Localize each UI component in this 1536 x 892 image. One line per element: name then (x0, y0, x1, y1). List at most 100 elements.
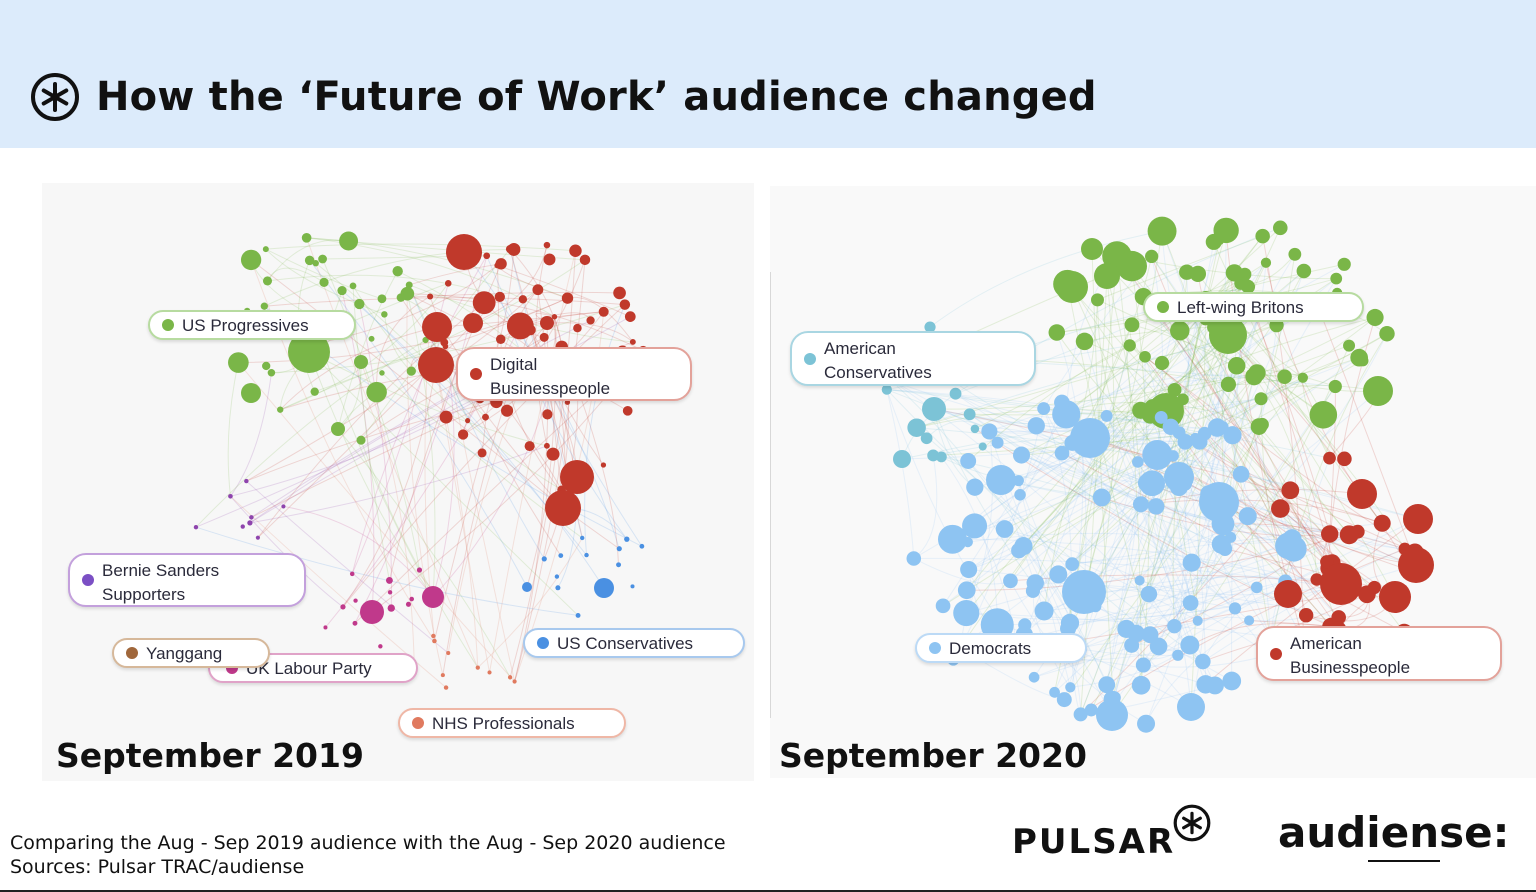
network-edge (1204, 433, 1340, 618)
network-edge (1083, 534, 1350, 593)
network-edge (913, 455, 938, 559)
network-node (396, 293, 406, 302)
header-banner: How the ‘Future of Work’ audience change… (0, 0, 1536, 148)
network-node (524, 441, 535, 452)
network-edge (1190, 493, 1210, 708)
network-edge (1066, 283, 1151, 635)
network-edge (1158, 278, 1337, 647)
network-node (1084, 703, 1098, 717)
network-edge (1034, 409, 1141, 584)
network-node (349, 282, 357, 290)
network-edge (886, 389, 915, 559)
network-edge (306, 237, 568, 299)
network-edge (1080, 275, 1108, 715)
network-edge (1149, 616, 1250, 636)
network-node (1220, 376, 1237, 393)
network-node (1131, 675, 1151, 695)
network-edge (1161, 231, 1224, 427)
network-node (501, 404, 514, 417)
network-node (995, 520, 1014, 538)
network-node (543, 442, 550, 449)
network-node (368, 335, 375, 342)
network-edge (376, 296, 431, 393)
network-node (907, 418, 926, 437)
network-edge (230, 495, 447, 688)
network-edge (1079, 548, 1294, 650)
network-node (337, 285, 347, 296)
cluster-label-text: US Progressives (182, 316, 309, 335)
network-node (616, 546, 622, 552)
network-node (1330, 272, 1343, 285)
network-node (409, 596, 415, 602)
network-node (1192, 615, 1203, 626)
network-node (1098, 676, 1116, 694)
network-edge (257, 296, 501, 539)
network-node (1323, 451, 1336, 465)
network-node (936, 451, 947, 463)
network-edge (1129, 345, 1281, 509)
page-title: How the ‘Future of Work’ audience change… (96, 74, 1097, 120)
network-node (1403, 504, 1433, 534)
network-node (1197, 426, 1212, 441)
network-node (406, 366, 416, 376)
network-edge (974, 427, 1073, 444)
network-edge (1143, 518, 1419, 666)
network-node (539, 332, 549, 342)
cluster-label-us-conservatives: US Conservatives (523, 628, 745, 658)
network-node (331, 422, 345, 436)
network-node (444, 280, 452, 287)
network-edge (941, 456, 1222, 545)
network-edge (257, 302, 485, 538)
network-node (881, 384, 892, 395)
network-edge (308, 351, 548, 447)
network-edge (966, 509, 1281, 614)
network-node (953, 599, 980, 627)
network-edge (477, 537, 583, 668)
network-node (1288, 247, 1302, 261)
network-node (1137, 714, 1156, 733)
network-node (927, 449, 940, 462)
network-node (477, 448, 487, 458)
network-edge (941, 456, 998, 625)
network-node (422, 312, 452, 342)
network-edge (1140, 488, 1363, 505)
network-node (962, 513, 988, 539)
network-node (255, 535, 260, 540)
network-node (598, 306, 609, 317)
network-node (1189, 432, 1201, 444)
network-node (1320, 555, 1334, 569)
network-edge (942, 417, 1162, 607)
network-node (354, 298, 365, 310)
network-node (288, 331, 330, 373)
network-node (267, 368, 276, 377)
network-node (1065, 682, 1076, 693)
network-edge (1246, 285, 1342, 585)
network-node (366, 381, 387, 403)
network-node (1025, 583, 1041, 598)
network-edge (916, 408, 1151, 429)
network-node (483, 252, 491, 260)
network-edge (1010, 398, 1262, 582)
network-node (1199, 482, 1239, 522)
network-node (1320, 563, 1362, 605)
cluster-label-text: Left-wing Britons (1177, 298, 1304, 317)
network-node (1223, 426, 1242, 445)
network-edge (406, 293, 436, 598)
network-node (457, 429, 469, 440)
network-edge (1004, 528, 1270, 655)
cluster-label-left-wing-britons: Left-wing Britons (1143, 292, 1364, 322)
network-node (922, 397, 946, 421)
network-node (1092, 488, 1111, 507)
network-edge (929, 230, 1163, 328)
network-edge (959, 334, 1229, 649)
network-node (427, 293, 434, 300)
network-node (616, 562, 622, 568)
network-node (506, 312, 534, 340)
network-edge (1140, 499, 1383, 524)
network-node (522, 582, 532, 592)
network-edge (1106, 275, 1142, 505)
cluster-dot (470, 368, 482, 380)
network-edge (1131, 533, 1331, 646)
network-node (935, 598, 951, 614)
cluster-dot (804, 352, 816, 365)
